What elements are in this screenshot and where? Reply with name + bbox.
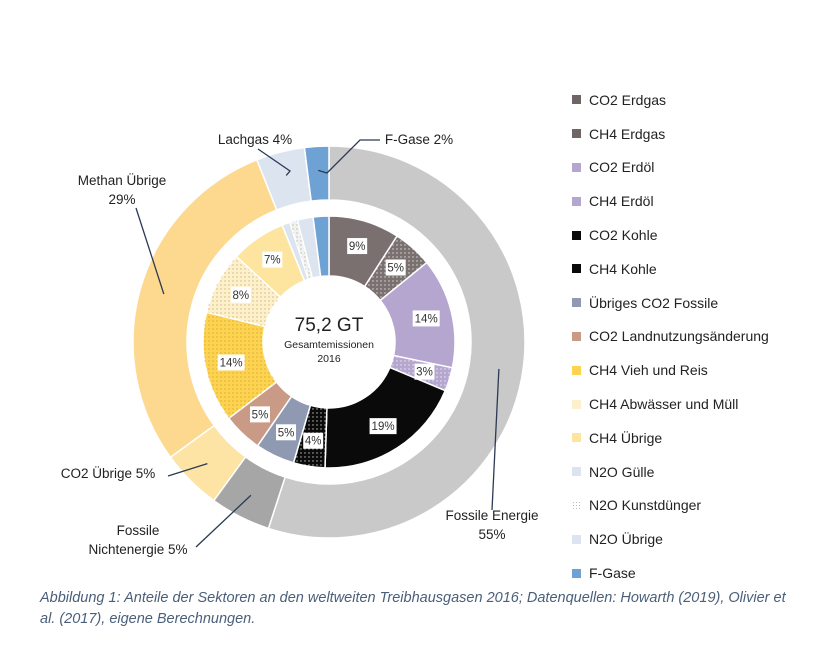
inner-labels: 9% 5% 14% 3% 19% 4% 5% 5% 14% 8% 7% <box>217 238 440 449</box>
legend-label: CH4 Übrige <box>589 429 663 446</box>
legend-item-ch4-erdgas: CH4 Erdgas <box>572 117 812 151</box>
legend-swatch <box>572 568 581 578</box>
legend-swatch <box>572 467 581 477</box>
callout-label-fossile-energie: Fossile Energie <box>445 508 538 523</box>
callout-label-fossile-energie: 55% <box>478 527 505 542</box>
legend-swatch <box>572 230 581 240</box>
legend-item-co2-kohle: CO2 Kohle <box>572 218 812 252</box>
inner-label-ch4-vieh-und-reis: 14% <box>220 357 243 369</box>
outer-ring <box>132 145 526 539</box>
legend-label: CH4 Kohle <box>589 260 657 277</box>
inner-slice-f-gase <box>312 215 330 278</box>
outer-slice-fossile-energie <box>267 145 526 539</box>
legend-swatch <box>572 534 581 544</box>
legend-swatch <box>572 433 581 443</box>
legend-item-ch4-übrige: CH4 Übrige <box>572 421 812 455</box>
legend-swatch <box>572 162 581 172</box>
legend-item-co2-erdgas: CO2 Erdgas <box>572 83 812 117</box>
legend-label: CH4 Erdgas <box>589 125 666 142</box>
legend-label: F-Gase <box>589 565 636 582</box>
callout-label-fossile-nichtenergie: Nichtenergie 5% <box>88 542 187 557</box>
center-label: 75,2 GT Gesamtemissionen 2016 <box>284 315 374 365</box>
legend-swatch <box>572 196 581 206</box>
legend: CO2 Erdgas CH4 Erdgas CO2 Erdöl CH4 Erdöl CO… <box>572 83 812 590</box>
outer-slice-f-gase <box>303 145 330 202</box>
legend-item-ch4-erdöl: CH4 Erdöl <box>572 184 812 218</box>
inner-label-bg <box>347 238 368 255</box>
legend-swatch <box>572 331 581 341</box>
callout-line-co2-übrige <box>167 463 208 477</box>
legend-swatch <box>572 298 581 308</box>
legend-swatch <box>572 264 581 274</box>
inner-label-übriges-co2-fossile: 5% <box>278 427 295 439</box>
legend-item-co2-erdöl: CO2 Erdöl <box>572 151 812 185</box>
legend-item-n2o-kunstdünger: N2O Kunstdünger <box>572 489 812 523</box>
inner-label-bg <box>249 406 270 423</box>
legend-item-co2-landnutzungsänderung: CO2 Landnutzungsänderung <box>572 320 812 354</box>
callout-line-methan-übrige <box>135 207 165 295</box>
inner-label-co2-erdöl: 14% <box>415 313 438 325</box>
legend-label: N2O Kunstdünger <box>589 497 702 514</box>
inner-label-bg <box>276 424 297 441</box>
legend-swatch <box>572 95 581 105</box>
center-caption: Gesamtemissionen <box>284 339 374 351</box>
legend-label: N2O Übrige <box>589 531 663 548</box>
legend-label: CH4 Abwässer und Müll <box>589 396 739 413</box>
inner-label-ch4-abwässer-und-müll: 8% <box>233 290 250 302</box>
legend-item-ch4-abwässer-und-müll: CH4 Abwässer und Müll <box>572 387 812 421</box>
legend-item-f-gase: F-Gase <box>572 556 812 590</box>
callout-label-methan-übrige: 29% <box>108 192 135 207</box>
inner-label-bg <box>414 363 435 380</box>
callout-line-f-gase <box>318 139 380 174</box>
legend-swatch <box>572 365 581 375</box>
inner-label-bg <box>303 432 324 449</box>
center-total: 75,2 GT <box>295 315 364 336</box>
callout-line-fossile-energie <box>491 368 500 511</box>
legend-label: CO2 Landnutzungsänderung <box>589 328 769 345</box>
callouts: Fossile Energie 55% Fossile Nichtenergie 5%… <box>61 132 539 557</box>
legend-item-übriges-co2-fossile: Übriges CO2 Fossile <box>572 286 812 320</box>
legend-swatch <box>572 500 581 510</box>
inner-label-ch4-erdgas: 5% <box>387 262 404 274</box>
inner-slice-co2-kohle <box>324 366 447 469</box>
legend-label: CO2 Erdgas <box>589 91 667 108</box>
legend-item-ch4-kohle: CH4 Kohle <box>572 252 812 286</box>
inner-label-ch4-erdöl: 3% <box>416 367 433 379</box>
legend-label: CH4 Vieh und Reis <box>589 362 708 379</box>
legend-item-n2o-gülle: N2O Gülle <box>572 455 812 489</box>
legend-label: CO2 Erdöl <box>589 159 655 176</box>
legend-item-ch4-vieh-und-reis: CH4 Vieh und Reis <box>572 353 812 387</box>
callout-label-fossile-nichtenergie: Fossile <box>117 523 160 538</box>
center-year: 2016 <box>317 353 341 365</box>
inner-label-bg <box>412 310 440 327</box>
inner-label-bg <box>369 418 397 435</box>
legend-label: CO2 Kohle <box>589 227 658 244</box>
legend-label: N2O Gülle <box>589 463 655 480</box>
callout-line-lachgas <box>257 148 291 176</box>
inner-label-ch4-übrige: 7% <box>264 255 281 267</box>
callout-label-methan-übrige: Methan Übrige <box>78 173 167 188</box>
callout-label-co2-übrige: CO2 Übrige 5% <box>61 466 156 481</box>
inner-label-co2-landnutzungsänderung: 5% <box>252 409 269 421</box>
legend-swatch <box>572 129 581 139</box>
inner-label-co2-erdgas: 9% <box>349 241 366 253</box>
legend-label: CH4 Erdöl <box>589 193 654 210</box>
inner-slice-pattern-n2o-kunstdünger <box>289 220 313 280</box>
legend-label: Übriges CO2 Fossile <box>589 294 719 311</box>
inner-label-co2-kohle: 19% <box>372 421 395 433</box>
inner-label-ch4-kohle: 4% <box>305 436 322 448</box>
inner-label-bg <box>262 251 283 268</box>
callout-line-fossile-nichtenergie <box>195 494 252 548</box>
figure-caption: Abbildung 1: Anteile der Sektoren an den… <box>40 590 786 627</box>
callout-label-lachgas: Lachgas 4% <box>218 132 292 147</box>
inner-label-bg <box>385 259 406 276</box>
legend-item-n2o-übrige: N2O Übrige <box>572 522 812 556</box>
inner-label-bg <box>230 286 251 303</box>
callout-label-f-gase: F-Gase 2% <box>385 132 453 147</box>
legend-swatch <box>572 399 581 409</box>
inner-label-bg <box>217 354 245 371</box>
